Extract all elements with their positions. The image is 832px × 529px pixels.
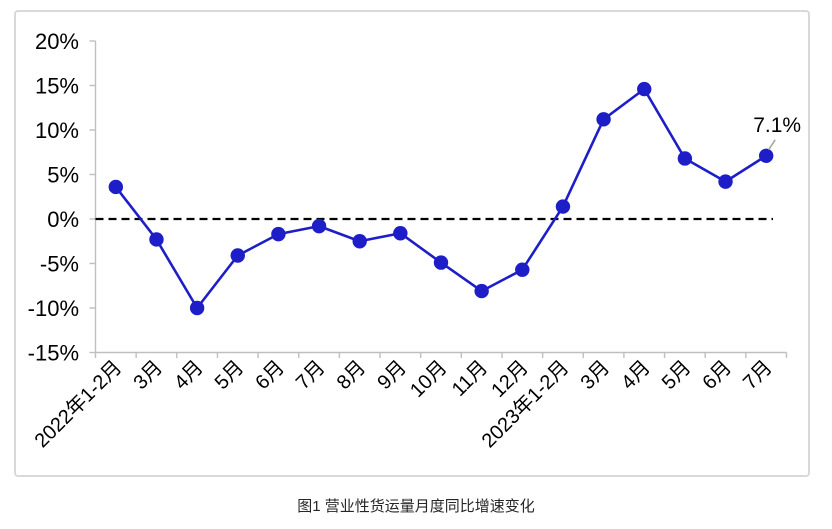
y-axis-label: 10%	[35, 118, 79, 143]
x-axis-label: 8月	[333, 356, 371, 394]
data-point-marker	[189, 300, 205, 316]
data-point-marker	[718, 174, 733, 189]
data-point-marker	[637, 81, 652, 97]
line-chart-svg: 20%15%10%5%0%-5%-10%-15%2022年1-2月 3月 4月 5月 6…	[28, 29, 801, 452]
data-point-marker	[555, 199, 571, 214]
data-line	[114, 87, 767, 310]
data-point-marker	[474, 283, 489, 299]
x-axis-label: 6月	[251, 356, 289, 394]
chart-caption: 图1 营业性货运量月度同比增速变化	[297, 498, 535, 515]
x-axis-label: 9月	[373, 356, 411, 394]
y-axis-label: -15%	[28, 341, 79, 366]
data-point-marker	[596, 112, 611, 127]
y-axis-label: 20%	[35, 29, 79, 54]
y-axis-label: -10%	[28, 296, 79, 321]
data-point-marker	[311, 218, 327, 234]
data-point-marker	[677, 151, 693, 166]
data-point-marker	[108, 179, 124, 195]
x-axis-label: 10月	[406, 356, 451, 401]
x-axis-label: 6月	[698, 356, 736, 394]
data-point-marker	[393, 226, 408, 241]
data-label-leader-line	[768, 139, 776, 151]
x-axis-label: 5月	[658, 356, 696, 394]
x-axis-label: 4月	[170, 356, 208, 394]
x-axis-label: 11月	[448, 356, 492, 400]
data-point-label: 7.1%	[753, 114, 801, 137]
x-axis-label: 5月	[211, 356, 249, 394]
data-point-marker	[515, 262, 530, 277]
y-axis-label: -5%	[40, 252, 79, 277]
x-axis-label: 7月	[739, 356, 777, 394]
y-axis-label: 0%	[47, 207, 79, 232]
x-axis-label: 4月	[617, 356, 655, 394]
data-point-marker	[352, 234, 367, 249]
data-point-marker	[149, 232, 164, 247]
x-axis-label: 3月	[577, 356, 615, 394]
chart-panel: 20% 15% 10% 5% 0% -5% -10% -15% 2022年1-2月 3月 4月 5月 6…	[14, 10, 810, 477]
y-axis-label: 5%	[47, 163, 79, 188]
x-axis-label: 7月	[292, 356, 330, 394]
x-axis-label: 3月	[129, 356, 167, 394]
data-point-marker	[433, 255, 449, 270]
data-point-marker	[230, 248, 245, 263]
data-point-marker	[271, 226, 286, 242]
y-axis-label: 15%	[35, 74, 79, 99]
data-point-marker	[758, 148, 774, 164]
x-axis-label: 2022年1-2月	[30, 356, 126, 452]
